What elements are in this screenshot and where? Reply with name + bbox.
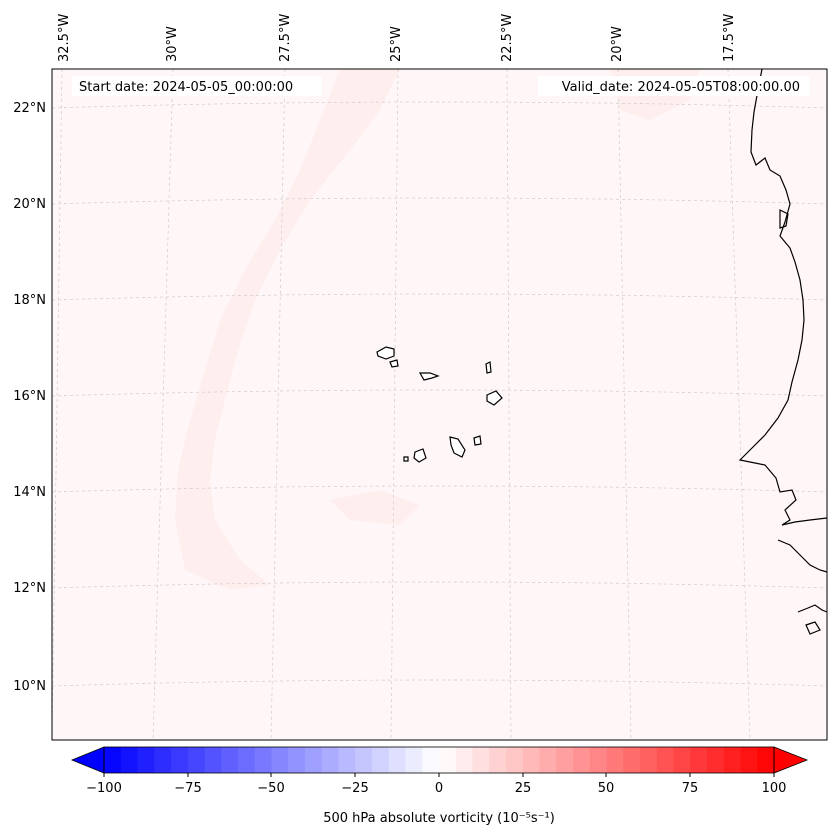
colorbar-segment <box>355 747 373 773</box>
cape-verde-islands <box>376 346 503 463</box>
valid-date-box <box>538 76 810 96</box>
colorbar-segment <box>673 747 691 773</box>
island-sal <box>485 361 492 374</box>
coastal-islet <box>805 621 821 635</box>
colorbar-segment <box>539 747 557 773</box>
coastlines <box>738 68 828 635</box>
map-frame <box>51 68 828 741</box>
colorbar-segment <box>707 747 725 773</box>
island-santiago <box>449 436 466 458</box>
lat-label: 12°N <box>13 581 46 596</box>
positive-vorticity-band <box>175 69 400 590</box>
colorbar-segment <box>740 747 758 773</box>
colorbar-tick-label: −25 <box>341 781 368 796</box>
colorbar-segment <box>623 747 641 773</box>
colorbar-segment <box>204 747 222 773</box>
colorbar-segment <box>137 747 155 773</box>
guinea-coastline <box>797 604 828 613</box>
coastal-islet <box>779 209 789 229</box>
lon-label: 20°W <box>610 26 625 62</box>
colorbar-segment <box>171 747 189 773</box>
island-santo-antao <box>376 346 395 360</box>
colorbar-tick-label: −50 <box>257 781 284 796</box>
lat-label: 22°N <box>13 101 46 116</box>
colorbar-segment <box>405 747 423 773</box>
lat-label: 16°N <box>13 389 46 404</box>
colorbar-segment <box>640 747 658 773</box>
colorbar-max-extend-arrow <box>773 746 809 774</box>
latitude-labels: 22°N 20°N 18°N 16°N 14°N 12°N 10°N <box>13 101 46 694</box>
colorbar-segment <box>522 747 541 773</box>
colorbar-segment <box>489 747 507 773</box>
colorbar-segments <box>104 747 775 773</box>
colorbar-segment <box>271 747 289 773</box>
island-fogo <box>413 448 427 463</box>
colorbar-segment <box>187 747 206 773</box>
colorbar-segment <box>305 747 323 773</box>
longitude-labels: 32.5°W 30°W 27.5°W 25°W 22.5°W 20°W 17.5… <box>57 14 737 62</box>
colorbar-segment <box>606 747 624 773</box>
colorbar-segment <box>254 747 273 773</box>
island-boa-vista <box>486 390 503 406</box>
colorbar-tick-label: 100 <box>762 781 787 796</box>
colorbar-segment <box>338 747 356 773</box>
start-date-box <box>72 76 322 96</box>
colorbar-segment <box>120 747 139 773</box>
lat-label: 20°N <box>13 197 46 212</box>
colorbar-segment <box>422 747 440 773</box>
colorbar-tick-label: 75 <box>682 781 699 796</box>
colorbar: −100 −75 −50 −25 0 25 50 75 100 500 hPa … <box>70 746 809 826</box>
colorbar-segment <box>472 747 490 773</box>
colorbar-tick-label: 25 <box>515 781 532 796</box>
colorbar-segment <box>221 747 239 773</box>
colorbar-segment <box>556 747 574 773</box>
colorbar-tick-label: 0 <box>435 781 443 796</box>
colorbar-tick-label: −75 <box>174 781 201 796</box>
vorticity-field-background <box>52 69 827 740</box>
colorbar-segment <box>372 747 390 773</box>
lat-label: 18°N <box>13 293 46 308</box>
colorbar-ticks: −100 −75 −50 −25 0 25 50 75 100 <box>86 773 786 796</box>
start-date-label: Start date: 2024-05-05_00:00:00 <box>79 80 293 95</box>
colorbar-segment <box>388 747 407 773</box>
colorbar-segment <box>656 747 675 773</box>
colorbar-tick-label: −100 <box>86 781 122 796</box>
lon-label: 32.5°W <box>57 14 72 62</box>
island-sao-vicente <box>389 359 399 368</box>
graticule <box>51 68 828 741</box>
lon-label: 17.5°W <box>722 14 737 62</box>
colorbar-segment <box>589 747 608 773</box>
guinea-bissau-coastline <box>777 539 828 573</box>
colorbar-segment <box>238 747 256 773</box>
colorbar-segment <box>154 747 172 773</box>
lon-label: 22.5°W <box>500 14 515 62</box>
colorbar-segment <box>455 747 474 773</box>
colorbar-segment <box>757 747 775 773</box>
lat-label: 10°N <box>13 679 46 694</box>
colorbar-segment <box>439 747 457 773</box>
lon-label: 27.5°W <box>278 14 293 62</box>
colorbar-segment <box>321 747 340 773</box>
colorbar-segment <box>104 747 122 773</box>
lat-label: 14°N <box>13 485 46 500</box>
island-sao-nicolau <box>418 372 440 381</box>
colorbar-segment <box>506 747 524 773</box>
africa-coastline <box>738 68 828 526</box>
island-brava <box>403 456 409 462</box>
lon-label: 25°W <box>389 26 404 62</box>
colorbar-segment <box>288 747 306 773</box>
colorbar-label: 500 hPa absolute vorticity (10⁻⁵s⁻¹) <box>323 811 555 826</box>
colorbar-tick-label: 50 <box>598 781 615 796</box>
positive-vorticity-patch <box>330 490 420 525</box>
valid-date-label: Valid_date: 2024-05-05T08:00:00.00 <box>562 80 800 95</box>
colorbar-segment <box>690 747 708 773</box>
colorbar-min-extend-arrow <box>70 746 105 774</box>
colorbar-segment <box>723 747 742 773</box>
lon-label: 30°W <box>165 26 180 62</box>
colorbar-segment <box>573 747 591 773</box>
island-maio <box>473 435 482 446</box>
